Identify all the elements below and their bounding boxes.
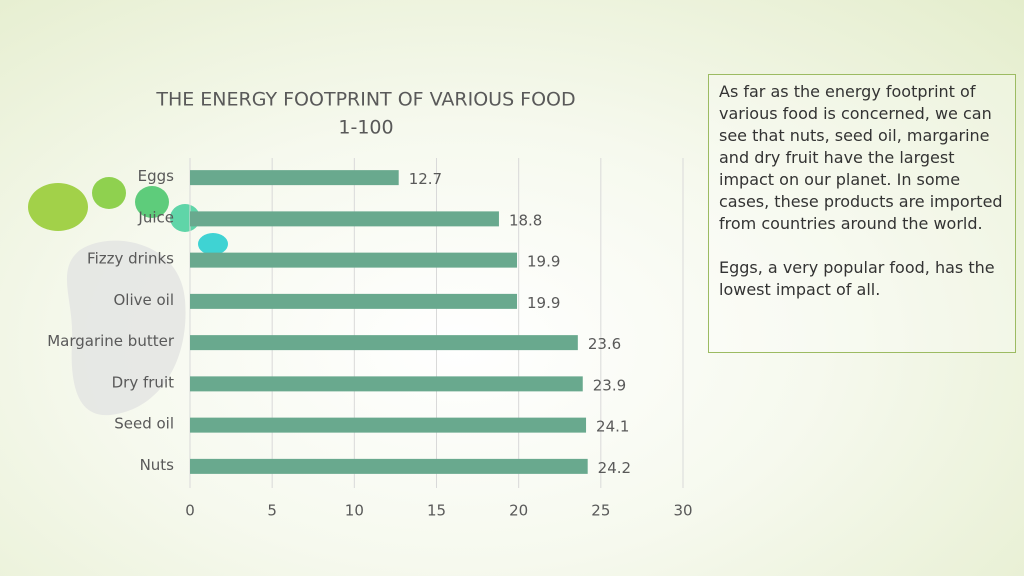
x-tick-label: 30	[673, 502, 692, 520]
y-tick-label: Margarine butter	[47, 332, 175, 350]
value-label: 23.6	[588, 335, 621, 353]
x-tick-label: 25	[591, 502, 610, 520]
bar	[190, 252, 518, 268]
bar	[190, 211, 499, 227]
x-tick-label: 10	[345, 502, 364, 520]
y-tick-label: Nuts	[140, 456, 175, 474]
value-label: 18.8	[509, 211, 542, 229]
bar	[190, 293, 518, 309]
value-label: 19.9	[527, 253, 560, 271]
y-tick-label: Fizzy drinks	[87, 250, 174, 268]
y-tick-label: Eggs	[138, 167, 175, 185]
bar	[190, 417, 587, 433]
value-label: 23.9	[593, 376, 626, 394]
x-tick-label: 15	[427, 502, 446, 520]
x-tick-label: 5	[267, 502, 277, 520]
x-tick-label: 20	[509, 502, 528, 520]
y-tick-label: Olive oil	[113, 291, 174, 309]
chart-subtitle: 1-100	[338, 117, 393, 139]
value-label: 24.1	[596, 418, 629, 436]
bar	[190, 335, 578, 351]
chart-title: THE ENERGY FOOTPRINT OF VARIOUS FOOD	[155, 89, 575, 111]
footprint-decoration	[28, 177, 228, 416]
value-label: 24.2	[598, 459, 631, 477]
value-label: 19.9	[527, 294, 560, 312]
callout-box: As far as the energy footprint of variou…	[708, 74, 1016, 353]
x-tick-label: 0	[185, 502, 195, 520]
callout-paragraph: As far as the energy footprint of variou…	[719, 82, 1003, 233]
value-label: 12.7	[409, 170, 442, 188]
bar	[190, 170, 399, 186]
callout-paragraph: Eggs, a very popular food, has the lowes…	[719, 258, 995, 299]
bar	[190, 458, 588, 474]
y-tick-label: Seed oil	[114, 415, 174, 433]
bar	[190, 376, 583, 392]
y-tick-label: Juice	[137, 208, 174, 226]
y-tick-label: Dry fruit	[112, 373, 174, 391]
